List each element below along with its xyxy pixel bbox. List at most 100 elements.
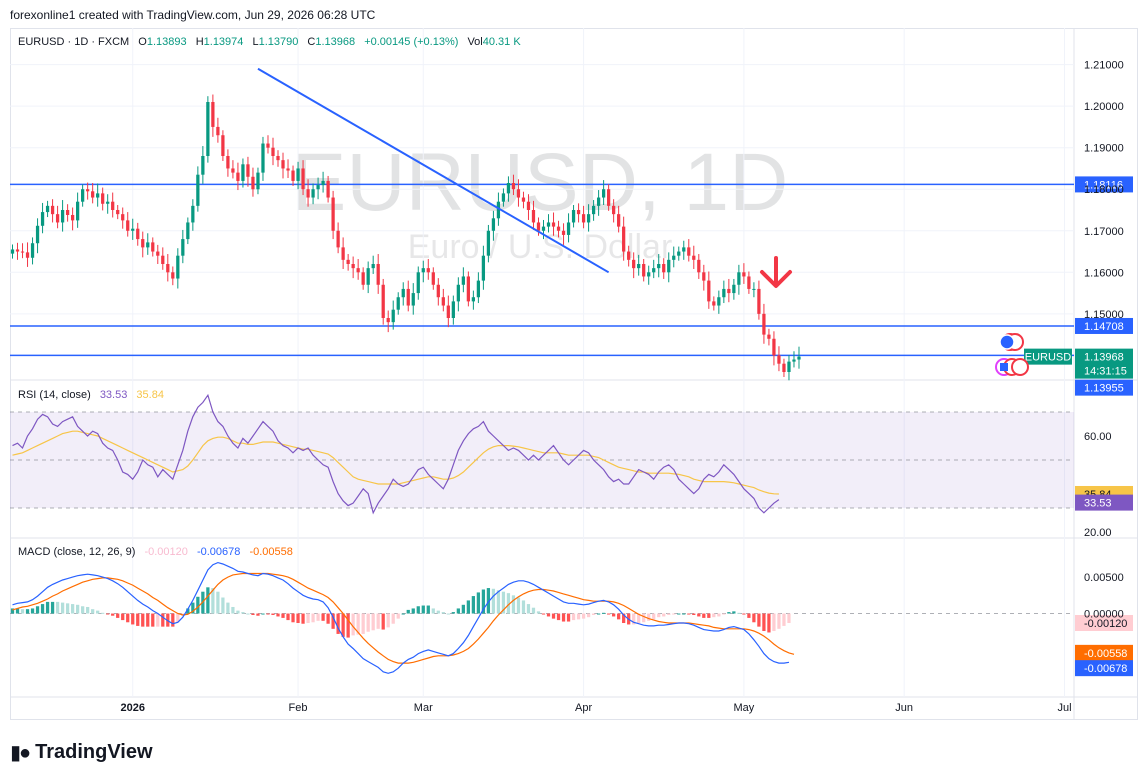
macd-title[interactable]: MACD (close, 12, 26, 9) — [18, 546, 136, 558]
chart-frame — [10, 28, 1138, 720]
rsi-value: 33.53 — [99, 389, 128, 401]
price-tick-label: 1.19000 — [1084, 143, 1124, 155]
macd-histogram-bar — [622, 613, 626, 624]
calendar-events-icon[interactable] — [995, 358, 1029, 376]
price-tick-label: 1.17000 — [1084, 226, 1124, 238]
macd-histogram-bar — [566, 613, 571, 622]
macd-histogram-bar — [541, 613, 546, 615]
macd-hist-value: -0.00120 — [144, 546, 188, 558]
candle-body — [226, 156, 230, 169]
macd-histogram-bar — [311, 613, 315, 623]
rsi-title[interactable]: RSI (14, close) — [18, 389, 91, 401]
macd-histogram-bar — [131, 613, 135, 625]
macd-histogram-bar — [45, 601, 50, 614]
candle-body — [617, 214, 621, 227]
down-arrow-icon[interactable] — [760, 256, 792, 288]
macd-histogram-bar — [316, 613, 320, 621]
candle-body — [356, 268, 360, 273]
macd-histogram-bar — [742, 613, 746, 615]
candle-body — [376, 264, 380, 285]
candle-body — [722, 288, 726, 298]
low-value: 1.13790 — [258, 36, 299, 48]
candle-body — [306, 189, 310, 198]
macd-histogram-bar — [617, 613, 621, 620]
candle-body — [581, 214, 586, 223]
candle-body — [772, 338, 776, 356]
watermark-symbol: EURUSD, 1D — [292, 137, 789, 228]
macd-histogram-bar — [441, 612, 445, 614]
candle-body — [391, 309, 395, 323]
time-tick-label: May — [733, 702, 754, 714]
macd-hist-badge-label: -0.00120 — [1084, 618, 1127, 630]
candle-body — [146, 242, 150, 248]
candle-body — [466, 276, 470, 302]
macd-histogram-bar — [256, 613, 260, 616]
macd-histogram-bar — [481, 589, 486, 614]
macd-histogram-bar — [60, 602, 65, 614]
trendline[interactable] — [257, 67, 610, 274]
candle-body — [91, 191, 95, 198]
candle-body — [191, 205, 195, 223]
candle-body — [271, 147, 275, 156]
level-badge-label: 1.14708 — [1084, 321, 1124, 333]
candle-body — [346, 259, 350, 264]
macd-signal-badge — [1075, 644, 1133, 661]
volume-value: 40.31 K — [482, 36, 521, 48]
macd-line-value: -0.00678 — [196, 546, 241, 558]
candle-body — [206, 102, 210, 156]
candle-body — [556, 226, 561, 231]
macd-histogram-bar — [581, 613, 586, 619]
tradingview-logo-icon: ▮● — [10, 742, 31, 764]
candle-body — [496, 201, 501, 219]
candle-body — [491, 218, 496, 231]
symbol-badge — [1024, 348, 1072, 365]
candle-body — [241, 164, 245, 181]
macd-tick-label: 0.00500 — [1084, 572, 1124, 584]
candle-body — [251, 176, 255, 190]
tradingview-logo[interactable]: ▮● TradingView — [10, 740, 153, 765]
candle-body — [246, 164, 250, 177]
macd-histogram-bar — [391, 613, 395, 624]
candle-body — [81, 189, 85, 202]
candle-body — [126, 220, 130, 231]
macd-histogram-bar — [421, 605, 425, 614]
candle-body — [25, 252, 30, 258]
macd-histogram-bar — [161, 613, 165, 627]
symbol-title[interactable]: EURUSD · 1D · FXCM — [18, 36, 130, 48]
macd-histogram-bar — [511, 595, 516, 614]
candle-body — [762, 313, 766, 335]
time-tick-label: 2026 — [120, 702, 144, 714]
macd-histogram-bar — [336, 613, 340, 634]
macd-signal-badge-label: -0.00558 — [1084, 648, 1127, 660]
macd-histogram-bar — [652, 613, 656, 620]
candle-body — [606, 189, 611, 206]
macd-histogram-bar — [667, 613, 671, 615]
candle-body — [96, 193, 100, 198]
macd-histogram-bar — [231, 606, 235, 614]
candle-body — [196, 174, 200, 206]
macd-histogram-bar — [96, 610, 100, 614]
macd-histogram-bar — [171, 613, 175, 627]
flag-icon[interactable] — [999, 333, 1024, 351]
macd-histogram-bar — [516, 597, 521, 614]
candle-body — [281, 160, 285, 169]
price-tick-label: 1.18000 — [1084, 184, 1124, 196]
candle-body — [511, 183, 516, 190]
open-value: 1.13893 — [146, 36, 187, 48]
time-tick-label: Jun — [895, 702, 913, 714]
macd-histogram-bar — [91, 609, 95, 614]
candle-body — [451, 301, 455, 318]
price-tick-label: 1.20000 — [1084, 101, 1124, 113]
macd-histogram-bar — [296, 613, 300, 624]
macd-histogram-bar — [411, 608, 415, 614]
candle-body — [576, 210, 581, 215]
candle-body — [787, 361, 791, 372]
macd-histogram-bar — [40, 604, 45, 614]
candle-body — [717, 297, 721, 306]
macd-histogram-bar — [176, 613, 180, 623]
macd-histogram-bar — [657, 613, 661, 618]
macd-histogram-bar — [86, 606, 90, 614]
volume-label: Vol — [467, 36, 483, 48]
horizontal-levels[interactable]: 1.18116 1.14708 — [10, 176, 1133, 357]
